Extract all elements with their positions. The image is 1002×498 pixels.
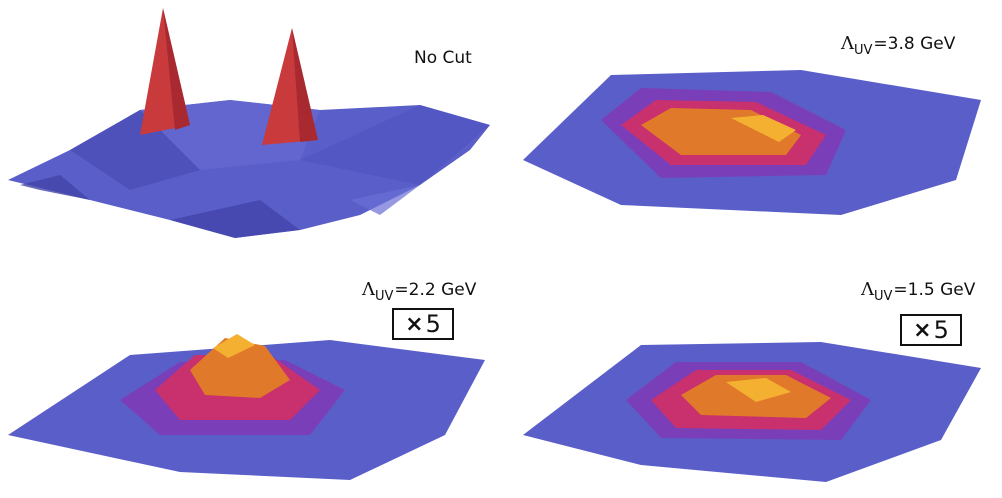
panel-label-no-cut: No Cut xyxy=(414,48,472,68)
panel-label-2p2: ΛUV=2.2 GeV xyxy=(362,279,477,304)
surface-plot-no-cut: No Cut xyxy=(0,0,500,245)
surface-2p2-graphic xyxy=(8,334,485,480)
surface-3p8-graphic xyxy=(523,70,981,215)
surface-no-cut-graphic xyxy=(8,8,490,238)
scale-factor-badge-2p2: × 5 xyxy=(392,308,454,340)
panel-label-3p8: ΛUV=3.8 GeV xyxy=(841,33,956,58)
surface-plot-1p5: ΛUV=1.5 GeV × 5 xyxy=(501,250,1002,498)
surface-1p5-graphic xyxy=(523,342,981,482)
surface-plot-2p2: ΛUV=2.2 GeV × 5 xyxy=(0,250,500,498)
scale-factor-badge-1p5: × 5 xyxy=(900,314,962,346)
panel-label-1p5: ΛUV=1.5 GeV xyxy=(861,279,976,304)
surface-plot-3p8: ΛUV=3.8 GeV xyxy=(501,0,1002,245)
